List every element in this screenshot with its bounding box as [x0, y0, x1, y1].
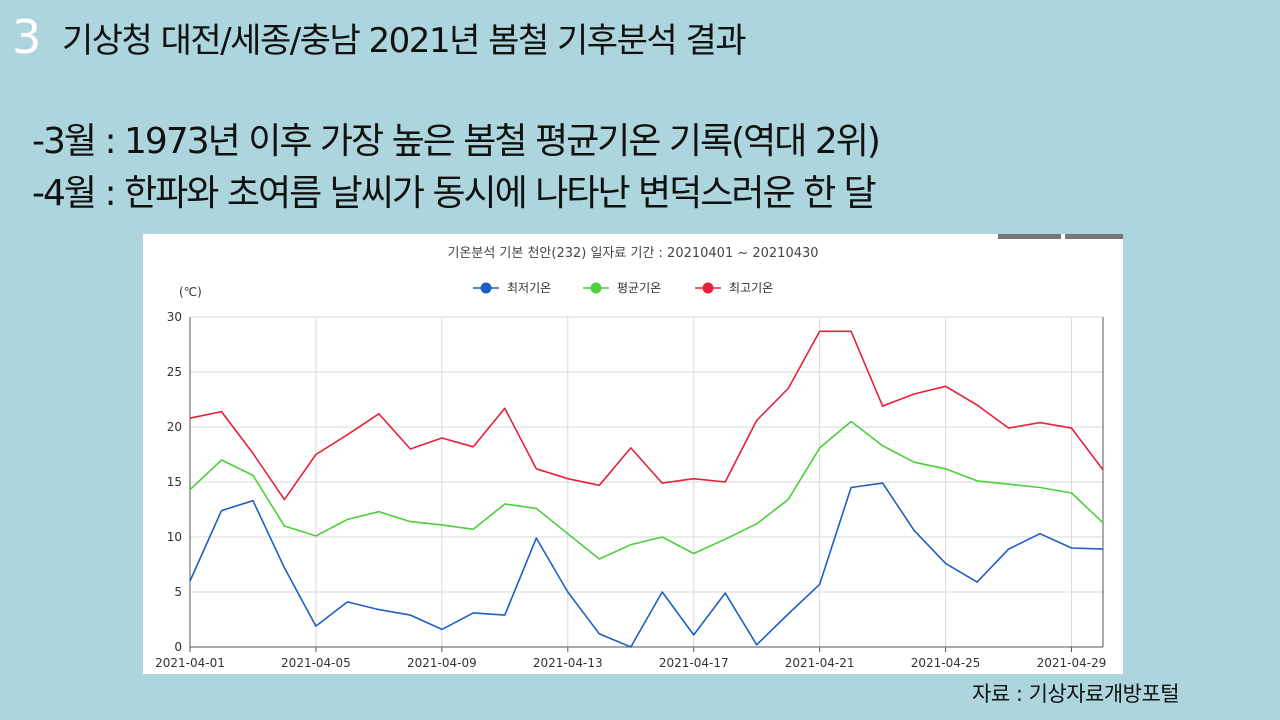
x-tick-label: 2021-04-29: [1037, 656, 1107, 670]
x-tick-label: 2021-04-05: [281, 656, 351, 670]
x-tick-label: 2021-04-13: [533, 656, 603, 670]
temperature-line-chart: 기온분석 기본 천안(232) 일자료 기간 : 20210401 ~ 2021…: [155, 234, 1123, 670]
chart-title: 기온분석 기본 천안(232) 일자료 기간 : 20210401 ~ 2021…: [447, 246, 818, 261]
bullet-march: -3월 : 1973년 이후 가장 높은 봄철 평균기온 기록(역대 2위): [32, 121, 881, 162]
legend-label: 최저기온: [507, 281, 551, 295]
y-tick-label: 20: [167, 420, 182, 434]
y-tick-label: 25: [167, 365, 182, 379]
series-lines: [189, 330, 1104, 648]
legend-label: 최고기온: [729, 281, 773, 295]
bullet-list: -3월 : 1973년 이후 가장 높은 봄철 평균기온 기록(역대 2위) -…: [32, 116, 881, 220]
series-line-평균기온: [189, 420, 1104, 560]
slide-number: 3: [12, 10, 42, 64]
legend-label: 평균기온: [617, 281, 661, 295]
x-tick-label: 2021-04-21: [785, 656, 855, 670]
source-credit: 자료 : 기상자료개방포털: [972, 682, 1180, 706]
bullet-april: -4월 : 한파와 초여름 날씨가 동시에 나타난 변덕스러운 한 달: [32, 173, 877, 214]
legend-item-최고기온[interactable]: 최고기온: [695, 281, 773, 295]
chart-panel: 기온분석 기본 천안(232) 일자료 기간 : 20210401 ~ 2021…: [143, 234, 1123, 674]
toolbar-tab-left: [998, 234, 1061, 239]
toolbar-tab-right: [1065, 234, 1123, 239]
y-tick-label: 5: [174, 585, 182, 599]
grid-lines: [189, 316, 1103, 648]
slide-title: 기상청 대전/세종/충남 2021년 봄철 기후분석 결과: [62, 21, 747, 61]
axes: 0 5 10 15 20 25 30 2021-04-01 2021-04-05 2021-04-…: [155, 310, 1106, 670]
legend-item-평균기온[interactable]: 평균기온: [583, 281, 661, 295]
legend-marker: [480, 282, 492, 294]
y-axis-unit-label: (℃): [179, 285, 202, 299]
x-tick-label: 2021-04-25: [911, 656, 981, 670]
series-line-최저기온: [189, 482, 1104, 648]
y-tick-label: 30: [167, 310, 182, 324]
y-tick-label: 0: [174, 640, 182, 654]
x-tick-label: 2021-04-17: [659, 656, 729, 670]
y-tick-label: 10: [167, 530, 182, 544]
legend-item-최저기온[interactable]: 최저기온: [473, 281, 551, 295]
x-tick-label: 2021-04-09: [407, 656, 477, 670]
legend[interactable]: 최저기온 평균기온 최고기온: [473, 281, 773, 295]
series-line-최고기온: [189, 330, 1104, 501]
legend-marker: [702, 282, 714, 294]
legend-marker: [590, 282, 602, 294]
y-tick-label: 15: [167, 475, 182, 489]
x-tick-label: 2021-04-01: [155, 656, 225, 670]
